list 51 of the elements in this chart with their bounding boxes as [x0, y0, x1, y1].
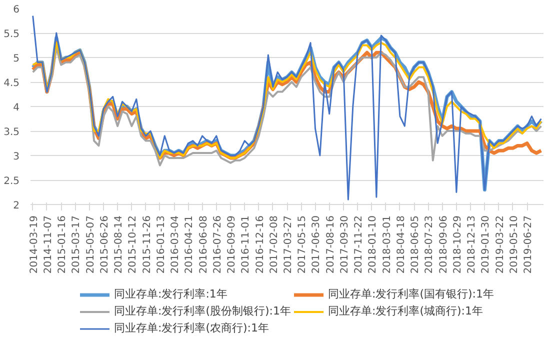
x-tick-label: 2015-03-17 [71, 215, 82, 274]
x-tick-label: 2017-08-16 [325, 215, 336, 274]
x-tick-label: 2019-05-10 [508, 215, 520, 274]
x-tick-label: 2016-11-01 [240, 215, 252, 274]
x-tick-label: 2017-09-30 [339, 215, 350, 274]
y-tick-label: 3.5 [4, 127, 20, 138]
x-tick-label: 2015-01-16 [57, 215, 68, 274]
x-tick-label: 2015-08-14 [114, 215, 125, 274]
x-tick-label: 2017-02-08 [268, 215, 280, 274]
line-series [32, 15, 542, 200]
y-tick-label: 5.5 [4, 29, 20, 40]
legend-label: 同业存单:发行利率:1年 [114, 286, 228, 302]
x-tick-label: 2018-04-18 [396, 215, 407, 274]
x-tick-label: 2014-11-07 [42, 215, 54, 274]
x-tick-label: 2019-06-27 [523, 215, 534, 274]
x-tick-label: 2018-10-29 [452, 215, 464, 274]
legend-label: 同业存单:发行利率(国有银行):1年 [328, 286, 494, 302]
y-tick-label: 4.5 [4, 78, 20, 89]
x-tick-label: 2015-10-12 [128, 215, 139, 274]
x-tick-label: 2016-03-04 [170, 215, 182, 274]
x-tick-label: 2016-12-16 [254, 215, 266, 274]
x-tick-label: 2016-07-26 [212, 215, 224, 274]
x-tick-label: 2019-01-30 [480, 215, 492, 274]
x-tick-label: 2018-12-13 [466, 215, 478, 274]
x-tick-label: 2018-06-05 [410, 215, 422, 274]
x-tick-label: 2018-01-10 [368, 215, 379, 274]
x-tick-label: 2016-09-09 [226, 215, 238, 274]
x-tick-label: 2017-06-30 [311, 215, 322, 274]
x-tick-label: 2019-03-22 [494, 215, 506, 274]
legend-label: 同业存单:发行利率(农商行):1年 [114, 320, 269, 336]
x-tick-label: 2015-05-07 [85, 215, 96, 274]
x-tick-label: 2018-09-06 [438, 215, 450, 274]
y-tick-label: 6 [13, 4, 20, 16]
y-tick-label: 5 [13, 54, 20, 64]
x-tick-label: 2016-01-13 [156, 215, 167, 274]
x-tick-label: 2016-04-21 [184, 215, 196, 274]
x-tick-label: 2017-05-15 [297, 215, 308, 274]
legend-label: 同业存单:发行利率(股份制银行):1年 [114, 304, 291, 318]
y-tick-label: 4 [13, 102, 20, 114]
x-tick-label: 2015-11-26 [142, 215, 153, 274]
x-tick-label: 2018-07-23 [424, 215, 436, 274]
x-tick-label: 2015-06-26 [99, 215, 110, 274]
y-tick-label: 2 [13, 200, 20, 212]
legend-label: 同业存单:发行利率(城商行):1年 [328, 304, 483, 318]
x-tick-label: 2016-06-08 [198, 215, 210, 274]
x-tick-label: 2014-03-19 [28, 215, 40, 274]
x-tick-label: 2018-03-01 [382, 215, 393, 274]
y-tick-label: 2.5 [4, 176, 20, 187]
x-tick-label: 2017-03-27 [283, 215, 294, 274]
y-tick-label: 3 [13, 152, 20, 162]
x-tick-label: 2017-11-22 [354, 215, 365, 274]
